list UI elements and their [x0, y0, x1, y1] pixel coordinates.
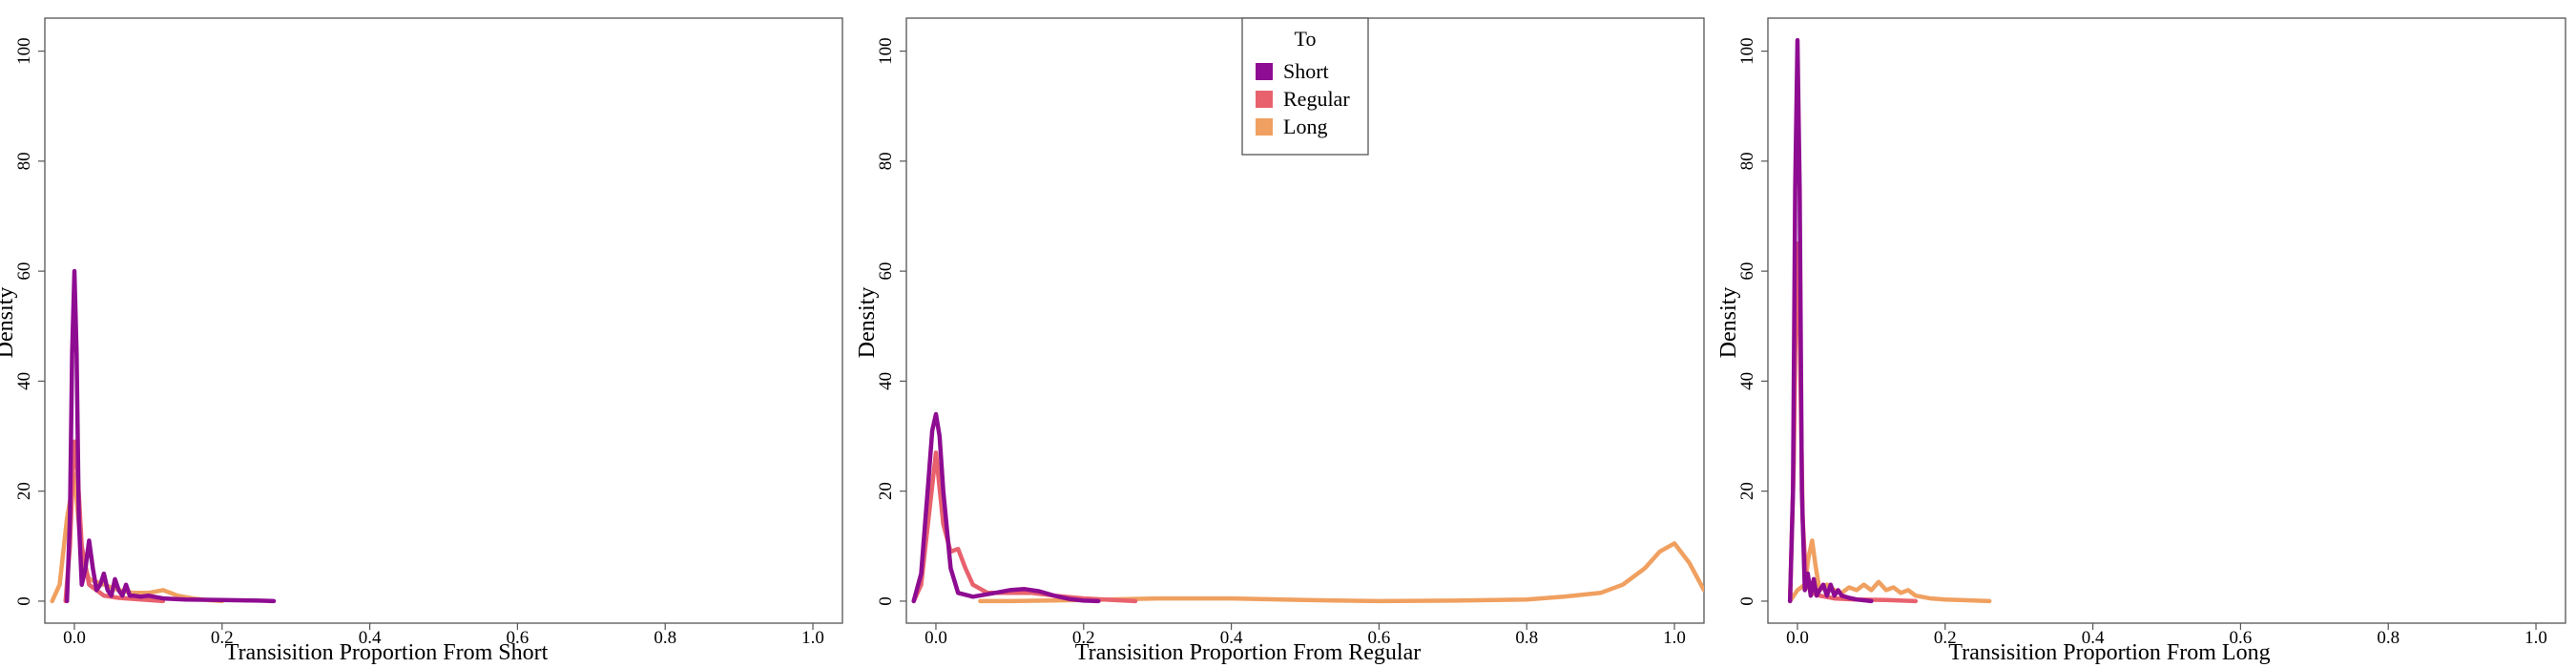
series-group [1787, 37, 1992, 604]
series-line-long [978, 541, 1704, 604]
y-tick-label: 0 [14, 596, 34, 606]
y-tick-label: 60 [876, 262, 896, 281]
series-line-short [1787, 37, 1874, 604]
y-tick-label: 60 [1737, 262, 1757, 281]
y-tick-label: 100 [14, 37, 34, 65]
y-axis-title: Density [855, 287, 880, 359]
x-tick-label: 0.8 [2377, 628, 2399, 648]
x-tick-label: 1.0 [1663, 628, 1686, 648]
x-tick-label: 0.0 [1786, 628, 1809, 648]
x-tick-label: 0.6 [2230, 628, 2253, 648]
series-group [911, 411, 1704, 604]
y-tick-label: 0 [876, 596, 896, 606]
series-line-regular [63, 439, 166, 604]
y-tick-label: 80 [876, 152, 896, 170]
x-tick-label: 0.6 [507, 628, 530, 648]
legend: To Short Regular Long [1241, 17, 1369, 156]
series-group [50, 268, 277, 604]
x-tick-label: 0.6 [1368, 628, 1391, 648]
x-axis-title: Transisition Proportion From Regular [1075, 640, 1421, 665]
x-tick-label: 0.0 [924, 628, 947, 648]
panel-long: 0.0 0.2 0.4 0.6 0.8 1.0 0 20 40 60 80 100 Transisiti… [1716, 17, 2566, 665]
y-tick-label: 40 [14, 372, 34, 390]
x-tick-label: 0.4 [2082, 628, 2105, 648]
series-line-short [911, 411, 1101, 604]
x-tick-label: 1.0 [801, 628, 824, 648]
y-tick-label: 40 [1737, 372, 1757, 390]
x-tick-label: 0.4 [1220, 628, 1243, 648]
y-tick-label: 80 [14, 152, 34, 170]
x-tick-label: 1.0 [2524, 628, 2547, 648]
y-tick-label: 100 [1737, 37, 1757, 65]
series-line-long [1787, 538, 1992, 604]
x-axis-title: Transisition Proportion From Long [1948, 640, 2270, 665]
y-tick-label: 80 [1737, 152, 1757, 170]
y-tick-label: 100 [876, 37, 896, 65]
legend-swatch-regular [1256, 91, 1273, 108]
legend-label-regular: Regular [1283, 87, 1350, 111]
panel-short: 0.0 0.2 0.4 0.6 0.8 1.0 0 20 40 60 80 100 Transisiti… [0, 17, 843, 665]
x-tick-label: 0.8 [654, 628, 676, 648]
x-tick-label: 0.2 [1934, 628, 1957, 648]
legend-label-long: Long [1283, 115, 1327, 138]
plot-frame [1767, 17, 2566, 624]
y-tick-label: 20 [1737, 482, 1757, 500]
y-axis-title: Density [1716, 287, 1741, 359]
x-tick-label: 0.0 [63, 628, 86, 648]
legend-swatch-long [1256, 118, 1273, 136]
y-axis-title: Density [0, 287, 18, 359]
y-tick-label: 0 [1737, 596, 1757, 606]
legend-label-short: Short [1283, 59, 1329, 83]
x-tick-label: 0.2 [1072, 628, 1095, 648]
series-line-short [64, 268, 277, 604]
x-tick-label: 0.4 [359, 628, 382, 648]
legend-swatch-short [1256, 63, 1273, 80]
legend-title: To [1295, 27, 1317, 51]
x-axis-title: Transisition Proportion From Short [225, 640, 549, 665]
y-tick-label: 40 [876, 372, 896, 390]
y-tick-label: 20 [876, 482, 896, 500]
y-tick-label: 60 [14, 262, 34, 281]
panel-regular: 0.0 0.2 0.4 0.6 0.8 1.0 0 20 40 60 80 100 Transisiti… [855, 17, 1705, 665]
plot-frame [44, 17, 843, 624]
y-tick-label: 20 [14, 482, 34, 500]
x-tick-label: 0.2 [211, 628, 234, 648]
x-tick-label: 0.8 [1515, 628, 1538, 648]
